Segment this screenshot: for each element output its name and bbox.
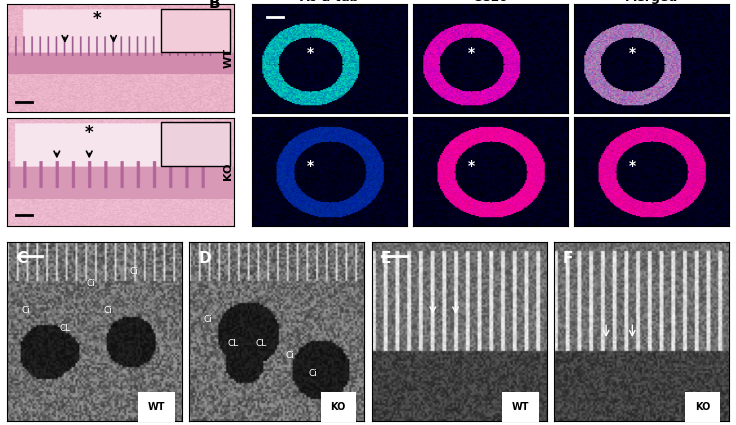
Bar: [160, 122, 230, 166]
Text: *: *: [307, 46, 314, 60]
Text: KO: KO: [330, 402, 346, 412]
Text: *: *: [629, 159, 636, 173]
Text: Ci: Ci: [326, 392, 335, 401]
Text: KO: KO: [223, 163, 233, 180]
Text: D: D: [198, 251, 210, 266]
Text: Ci: Ci: [308, 369, 317, 378]
Text: *: *: [93, 10, 102, 28]
Text: *: *: [85, 124, 93, 142]
Text: Ci: Ci: [286, 351, 294, 360]
Title: Merged: Merged: [625, 0, 678, 4]
Title: CC10: CC10: [473, 0, 508, 4]
Text: Ci: Ci: [21, 306, 30, 315]
Text: CL: CL: [60, 324, 71, 333]
Text: E: E: [381, 251, 391, 266]
Bar: [160, 9, 230, 52]
Text: Ci: Ci: [104, 306, 113, 315]
Title: Ac-α-tub: Ac-α-tub: [300, 0, 359, 4]
Text: WT: WT: [223, 48, 233, 68]
Text: B: B: [208, 0, 220, 11]
Text: Ci: Ci: [86, 279, 95, 289]
Text: *: *: [629, 46, 636, 60]
Text: F: F: [562, 251, 573, 266]
Text: *: *: [307, 159, 314, 173]
Text: WT: WT: [147, 402, 165, 412]
Text: CL: CL: [256, 338, 267, 348]
Text: CL: CL: [228, 338, 239, 348]
Text: *: *: [468, 159, 475, 173]
Text: Ci: Ci: [130, 267, 139, 276]
Text: C: C: [16, 251, 27, 266]
Text: KO: KO: [695, 402, 710, 412]
Text: *: *: [468, 46, 475, 60]
Text: WT: WT: [512, 402, 529, 412]
Text: Ci: Ci: [203, 315, 212, 324]
